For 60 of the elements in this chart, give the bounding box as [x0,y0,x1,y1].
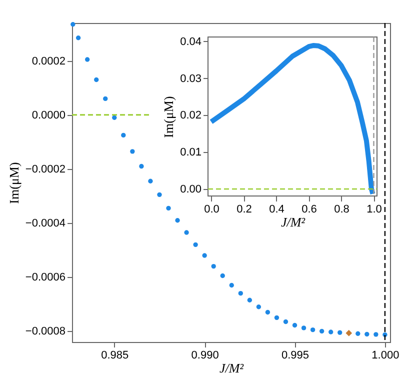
point [292,322,298,328]
y-tick-label: 0.00 [180,183,202,196]
point [346,330,352,336]
point [301,326,306,330]
point [247,298,252,302]
point [193,242,198,248]
point [94,77,99,82]
x-tick-label: 0.990 [191,350,219,362]
point [319,328,324,334]
point [238,291,243,296]
point [76,36,81,40]
point [283,319,288,324]
point [166,206,171,211]
y-tick-label: 0.01 [180,146,202,159]
point [338,330,342,335]
point [328,330,334,334]
point [157,192,162,198]
y-tick-label: −0.0006 [25,272,66,284]
point [310,327,316,332]
x-tick-label: 0.4 [269,204,284,216]
x-tick-label: 1.000 [372,350,400,362]
point [229,282,234,288]
point [202,253,207,258]
point [274,315,280,320]
point [175,218,180,223]
point [184,230,189,235]
point [112,115,117,120]
x-tick-label: 0.0 [204,204,220,216]
y-tick-label: 0.0000 [32,109,66,122]
point [70,22,76,27]
point [220,273,225,278]
y-tick-label: −0.0008 [25,326,66,338]
x-axis-title: J/M² [219,360,245,376]
point [256,304,262,310]
x-axis-title: J/M² [280,214,306,230]
x-tick-label: 0.985 [101,350,129,362]
point [374,332,378,337]
x-tick-label: 0.8 [334,204,350,216]
point [148,178,153,184]
y-axis-title: Im(μM) [6,162,22,204]
point [211,264,216,269]
x-tick-label: 0.995 [281,350,310,362]
y-tick-label: 0.03 [180,72,202,85]
x-tick-label: 0.2 [236,204,252,216]
point [84,57,90,62]
point [130,149,135,154]
y-tick-label: 0.02 [180,110,202,122]
point [121,132,126,138]
point [364,332,370,336]
y-tick-label: −0.0004 [25,218,66,230]
point [103,96,108,102]
y-tick-label: −0.0002 [25,163,66,176]
x-tick-label: 0.6 [302,204,317,216]
point [356,331,360,336]
y-tick-label: 0.04 [180,36,202,48]
y-axis-title: Im(μM) [161,96,176,138]
x-tick-label: 1.0 [366,204,382,216]
point [139,164,144,169]
point [265,310,270,315]
y-tick-label: 0.0002 [32,55,66,68]
